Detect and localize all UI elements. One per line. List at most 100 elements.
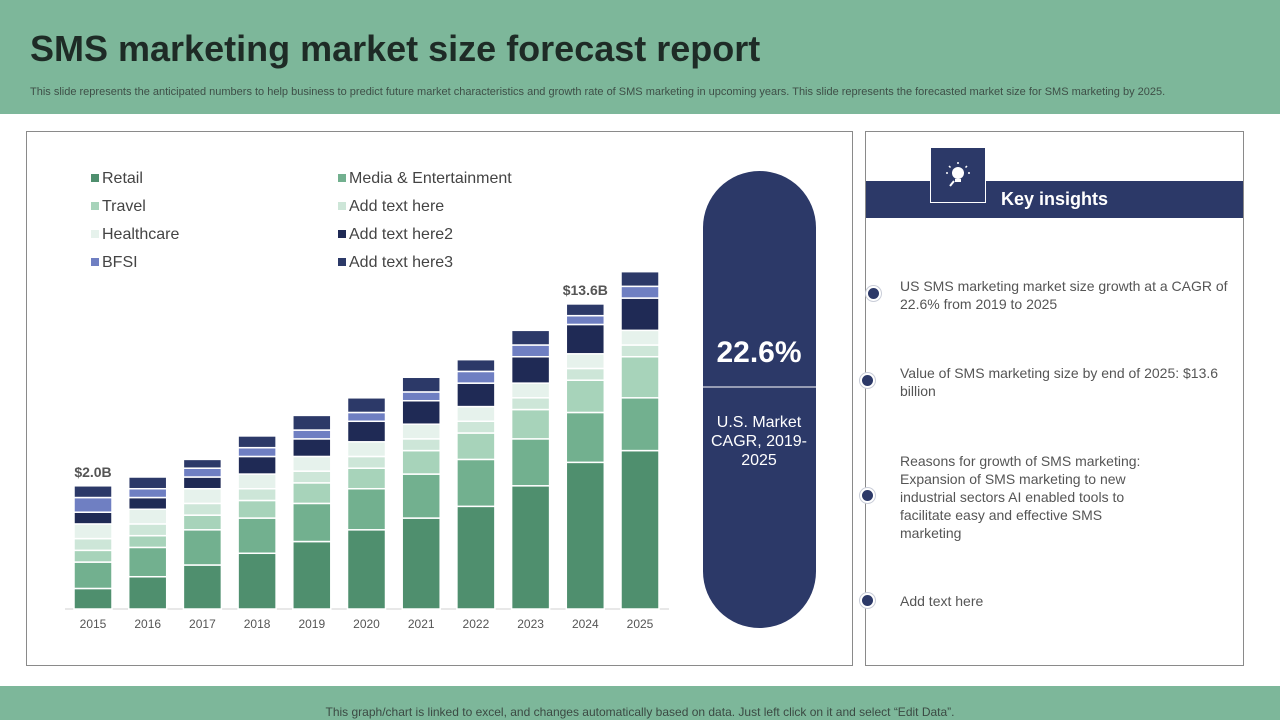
legend-label: Healthcare (102, 226, 179, 243)
bar-segment (182, 502, 223, 516)
bar-segment (127, 534, 168, 549)
bar-segment (237, 552, 277, 610)
bar-segment (510, 344, 551, 358)
x-tick-label: 2023 (517, 617, 544, 631)
bar-segment (620, 329, 660, 346)
x-tick-label: 2020 (353, 617, 380, 631)
bar-segment (456, 370, 496, 384)
bar-segment (127, 508, 168, 525)
bar-segment (456, 505, 496, 610)
bar-segment (292, 438, 332, 458)
bar-segment (182, 476, 223, 490)
insight-item-4: Add text here (900, 593, 984, 609)
legend-swatch (338, 258, 346, 266)
legend-label: Add text here3 (349, 254, 453, 271)
legend-swatch (91, 174, 99, 182)
bar-segment (456, 358, 496, 373)
bar-segment (565, 379, 606, 414)
bar-segment (127, 496, 168, 511)
bar-segment (346, 487, 387, 531)
bar-segment (292, 482, 332, 505)
bar-segment (346, 441, 387, 458)
x-tick-label: 2018 (244, 617, 271, 631)
x-tick-label: 2016 (134, 617, 161, 631)
insight-bullet-icon (860, 593, 875, 608)
bar-segment (456, 405, 496, 423)
bar-segment (510, 485, 551, 610)
stacked-bar-chart[interactable]: 2015 2016 2017 2018 2019 2020 2021 2022 2023 2024… (27, 132, 854, 667)
bar-segment (401, 473, 441, 519)
bar-segment (401, 376, 441, 393)
bar-segment (620, 397, 660, 452)
x-tick-label: 2015 (80, 617, 107, 631)
bar-segment (292, 429, 332, 440)
legend-swatch (338, 202, 346, 210)
bar-segment (127, 487, 168, 499)
legend-label: Media & Entertainment (349, 170, 512, 187)
bar-segment (401, 391, 441, 402)
bar-segment (401, 517, 441, 610)
bar-segment (127, 476, 168, 490)
x-tick-label: 2019 (298, 617, 325, 631)
bar-segment (73, 511, 113, 525)
bar-segment (292, 455, 332, 472)
legend-label: BFSI (102, 254, 138, 271)
bar-segment (401, 423, 441, 440)
footer-band: This graph/chart is linked to excel, and… (0, 686, 1280, 720)
insights-header-bar: Key insights (866, 181, 1243, 218)
bar-segment (456, 432, 496, 461)
header-band: SMS marketing market size forecast repor… (0, 0, 1280, 114)
bar-segment (237, 435, 277, 449)
bar-segment (620, 355, 660, 399)
bar-segment (182, 458, 223, 469)
bar-segment (346, 467, 387, 490)
lightbulb-icon (946, 162, 970, 187)
bar-segment (73, 537, 113, 552)
bar-segment (565, 411, 606, 464)
bar-segment (237, 517, 277, 555)
footer-note: This graph/chart is linked to excel, and… (325, 705, 955, 719)
cagr-pill (703, 171, 816, 628)
bar-segment (292, 470, 332, 484)
bar-segment (292, 502, 332, 543)
legend-swatch (91, 258, 99, 266)
bar-segment (620, 297, 660, 332)
data-label: $2.0B (74, 464, 111, 480)
bulb-icon-box (930, 147, 986, 203)
bar-segment (346, 529, 387, 610)
bar-segment (292, 540, 332, 610)
bar-segment (73, 587, 113, 610)
bar-segment (346, 397, 387, 414)
bar-segment (73, 523, 113, 540)
x-tick-label: 2021 (408, 617, 435, 631)
insights-title: Key insights (1000, 189, 1109, 209)
bar-segment (182, 529, 223, 566)
legend-label: Add text here2 (349, 226, 453, 243)
legend-swatch (91, 230, 99, 238)
cagr-value: 22.6% (716, 336, 801, 369)
x-tick-label: 2017 (189, 617, 216, 631)
bar-segment (127, 546, 168, 578)
bar-segment (346, 420, 387, 443)
bar-segment (565, 303, 606, 317)
chart-panel[interactable]: 2015 2016 2017 2018 2019 2020 2021 2022 2023 2024… (26, 131, 853, 666)
bar-segment (182, 487, 223, 505)
bar-segment (620, 270, 660, 288)
bar-segment (401, 449, 441, 475)
bar-segment (510, 329, 551, 346)
bar-segment (510, 355, 551, 384)
bar-segment (565, 314, 606, 326)
bar-segment (565, 353, 606, 370)
bar-segment (510, 397, 551, 411)
legend-label: Add text here (349, 198, 444, 215)
bar-segment (346, 455, 387, 469)
key-insights-panel: Key insights US SMS marketing market siz… (860, 131, 1244, 666)
bar-segment (456, 382, 496, 408)
bar-segment (73, 496, 113, 513)
bar-segment (510, 408, 551, 440)
bar-segment (237, 473, 277, 490)
bar-segment (127, 523, 168, 537)
x-tick-label: 2025 (627, 617, 654, 631)
bar-segment (237, 446, 277, 458)
bar-segment (237, 487, 277, 502)
